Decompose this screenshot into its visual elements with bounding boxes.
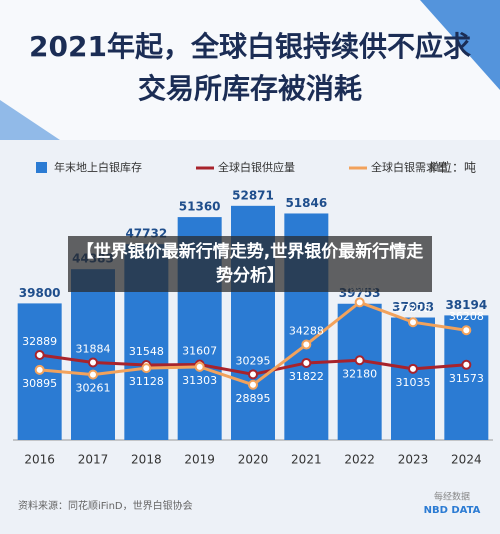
decor — [0, 100, 60, 140]
point — [408, 317, 418, 328]
line-value-label: 31035 — [396, 376, 431, 389]
point — [34, 349, 45, 360]
point — [141, 363, 152, 374]
line-value-label: 30295 — [236, 354, 271, 367]
legend-label: 全球白银需求量 — [371, 160, 448, 174]
point — [88, 369, 98, 380]
bar — [391, 317, 435, 440]
point — [248, 369, 258, 380]
line-value-label: 36208 — [449, 310, 484, 323]
point — [354, 355, 365, 366]
line-value-label: 31548 — [129, 345, 164, 358]
unit-label: 单位：吨 — [428, 160, 476, 175]
legend-swatch — [36, 162, 47, 173]
point — [408, 363, 418, 374]
line-value-label: 30261 — [76, 382, 111, 395]
bar-value-label: 39800 — [19, 286, 61, 300]
line-value-label: 31573 — [449, 372, 484, 385]
line-value-label: 31303 — [182, 374, 217, 387]
point — [461, 359, 472, 370]
x-tick-label: 2020 — [238, 453, 269, 467]
x-tick-label: 2024 — [451, 453, 482, 467]
bar-value-label: 37908 — [392, 300, 434, 314]
point — [248, 379, 258, 390]
line-value-label: 31884 — [76, 342, 111, 355]
line-value-label: 28895 — [236, 392, 271, 405]
bar-value-label: 52871 — [232, 188, 274, 202]
x-tick-label: 2017 — [78, 453, 109, 467]
x-tick-label: 2019 — [184, 453, 215, 467]
legend-label: 年末地上白银库存 — [54, 160, 142, 174]
logo: 每经数据 — [434, 491, 470, 503]
line-value-label: 32180 — [342, 367, 377, 380]
overlay-banner: 【世界银价最新行情走势,世界银价最新行情走势分析】 — [68, 236, 432, 292]
x-tick-label: 2018 — [131, 453, 162, 467]
decor — [420, 0, 500, 90]
point — [194, 361, 205, 372]
x-tick-label: 2021 — [291, 453, 322, 467]
chart-title: 2021年起，全球白银持续供不应求 — [29, 30, 471, 63]
line-value-label: 34288 — [289, 325, 324, 338]
point — [354, 297, 365, 308]
header-bg — [0, 0, 500, 140]
x-tick-label: 2022 — [344, 453, 375, 467]
chart-title: 交易所库存被消耗 — [138, 72, 362, 105]
line-value-label: 37278 — [396, 302, 431, 315]
point — [34, 364, 45, 375]
point — [301, 339, 312, 350]
bar-value-label: 38194 — [445, 298, 487, 312]
x-tick-label: 2016 — [24, 453, 55, 467]
bar-value-label: 51846 — [285, 196, 327, 210]
line-value-label: 31128 — [129, 375, 164, 388]
line-value-label: 31607 — [182, 345, 217, 358]
line-value-label: 31822 — [289, 370, 324, 383]
logo: NBD DATA — [424, 505, 481, 516]
line-value-label: 32889 — [22, 335, 57, 348]
source: 资料来源：同花顺iFinD，世界白银协会 — [18, 499, 193, 512]
bar — [337, 303, 382, 440]
bar — [444, 315, 489, 440]
x-tick-label: 2023 — [398, 453, 429, 467]
point — [301, 357, 312, 368]
bar-value-label: 51360 — [179, 200, 221, 214]
point — [461, 325, 472, 336]
legend-label: 全球白银供应量 — [218, 160, 295, 174]
bar — [71, 269, 115, 440]
line-value-label: 30895 — [22, 377, 57, 390]
point — [88, 357, 98, 368]
